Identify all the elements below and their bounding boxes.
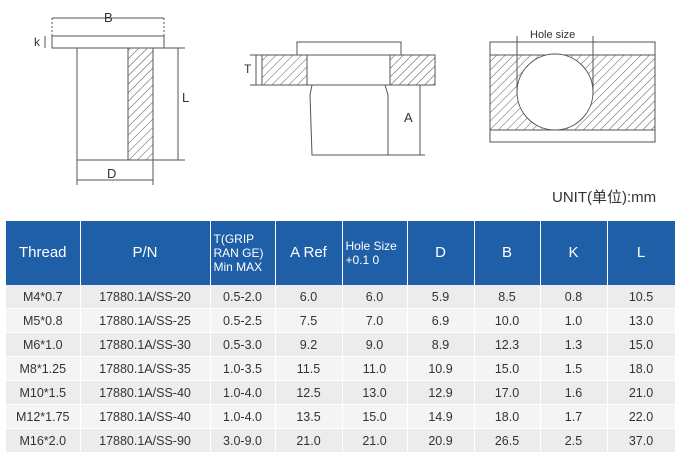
table-cell: 17.0 [474,380,541,405]
table-cell: 2.5 [540,428,608,453]
table-cell: 1.0-4.0 [210,380,276,405]
table-cell: 17880.1A/SS-25 [80,308,211,333]
table-cell: M16*2.0 [6,428,81,453]
table-cell: 9.0 [342,332,408,357]
table-cell: 17880.1A/SS-30 [80,332,211,357]
table-cell: 8.9 [407,332,475,357]
table-cell: 0.5-2.0 [210,285,276,309]
table-cell: 17880.1A/SS-20 [80,285,211,309]
table-row: M8*1.25 17880.1A/SS-35 1.0-3.5 11.5 11.0 10.9… [6,356,676,381]
table-cell: 6.9 [407,308,475,333]
label-l: L [182,90,189,105]
table-cell: 15.0 [342,404,408,429]
table-cell: 15.0 [607,332,676,357]
table-cell: 20.9 [407,428,475,453]
hole-size-view [489,36,656,143]
table-cell: M8*1.25 [6,356,81,381]
table-cell: 10.9 [407,356,475,381]
table-cell: 3.0-9.0 [210,428,276,453]
table-cell: M5*0.8 [6,308,81,333]
label-k: k [34,35,41,49]
table-cell: 1.6 [540,380,608,405]
label-t: T [244,62,252,76]
table-cell: 26.5 [474,428,541,453]
table-cell: 15.0 [474,356,541,381]
label-hole-size: Hole size [530,29,575,41]
table-cell: 9.2 [275,332,343,357]
table-cell: 11.5 [275,356,343,381]
table-cell: 7.5 [275,308,343,333]
table-cell: 11.0 [342,356,408,381]
table-cell: 17880.1A/SS-40 [80,404,211,429]
label-d: D [107,166,116,181]
table-cell: 6.0 [342,285,408,309]
table-cell: 17880.1A/SS-40 [80,380,211,405]
table-row: M16*2.0 17880.1A/SS-90 3.0-9.0 21.0 21.0 20.9… [6,428,676,453]
table-row: M12*1.75 17880.1A/SS-40 1.0-4.0 13.5 15.0 14.… [6,404,676,429]
table-cell: 12.9 [407,380,475,405]
label-b: B [104,10,113,25]
table-cell: 21.0 [607,380,676,405]
column-header: B [474,221,541,285]
column-header: L [607,221,676,285]
table-row: M4*0.7 17880.1A/SS-20 0.5-2.0 6.0 6.0 5.9 8.5 0… [6,285,676,309]
column-header: Thread [6,221,81,285]
table-cell: 10.5 [607,285,676,309]
table-cell: 12.5 [275,380,343,405]
table-cell: 0.5-2.5 [210,308,276,333]
column-header: K [540,221,608,285]
unit-label: UNIT(单位):mm [552,189,657,206]
table-cell: 1.0-4.0 [210,404,276,429]
installed-rivet-nut-view [250,41,436,156]
table-cell: M4*0.7 [6,285,81,309]
table-cell: 6.0 [275,285,343,309]
table-cell: 1.7 [540,404,608,429]
table-cell: 7.0 [342,308,408,333]
column-header: A Ref [275,221,343,285]
table-row: M5*0.8 17880.1A/SS-25 0.5-2.5 7.5 7.0 6.9 10.0… [6,308,676,333]
table-cell: 18.0 [474,404,541,429]
column-header: P/N [80,221,211,285]
table-cell: 13.0 [342,380,408,405]
table-cell: 37.0 [607,428,676,453]
table-row: M6*1.0 17880.1A/SS-30 0.5-3.0 9.2 9.0 8.9 12.3… [6,332,676,357]
table-cell: 10.0 [474,308,541,333]
table-cell: M6*1.0 [6,332,81,357]
rivet-nut-side-view [44,17,185,185]
column-header: T(GRIP RAN GE) Min MAX [210,221,276,285]
table-cell: M12*1.75 [6,404,81,429]
table-cell: 13.0 [607,308,676,333]
table-cell: 5.9 [407,285,475,309]
column-header: Hole Size +0.1 0 [342,221,408,285]
table-cell: 21.0 [275,428,343,453]
table-cell: 1.5 [540,356,608,381]
table-cell: 18.0 [607,356,676,381]
table-cell: 0.8 [540,285,608,309]
technical-drawings: B k L D T A Hole size [34,10,656,185]
table-cell: 13.5 [275,404,343,429]
table-cell: 21.0 [342,428,408,453]
table-row: M10*1.5 17880.1A/SS-40 1.0-4.0 12.5 13.0 12.9… [6,380,676,405]
table-cell: 12.3 [474,332,541,357]
table-cell: 8.5 [474,285,541,309]
table-cell: 1.0-3.5 [210,356,276,381]
table-cell: M10*1.5 [6,380,81,405]
spec-table: Thread P/N T(GRIP RAN GE) Min MAX A Ref Hole… [6,221,676,453]
table-cell: 1.3 [540,332,608,357]
label-a: A [404,110,413,125]
table-cell: 1.0 [540,308,608,333]
column-header: D [407,221,475,285]
table-cell: 0.5-3.0 [210,332,276,357]
table-cell: 22.0 [607,404,676,429]
table-cell: 14.9 [407,404,475,429]
table-cell: 17880.1A/SS-35 [80,356,211,381]
table-cell: 17880.1A/SS-90 [80,428,211,453]
